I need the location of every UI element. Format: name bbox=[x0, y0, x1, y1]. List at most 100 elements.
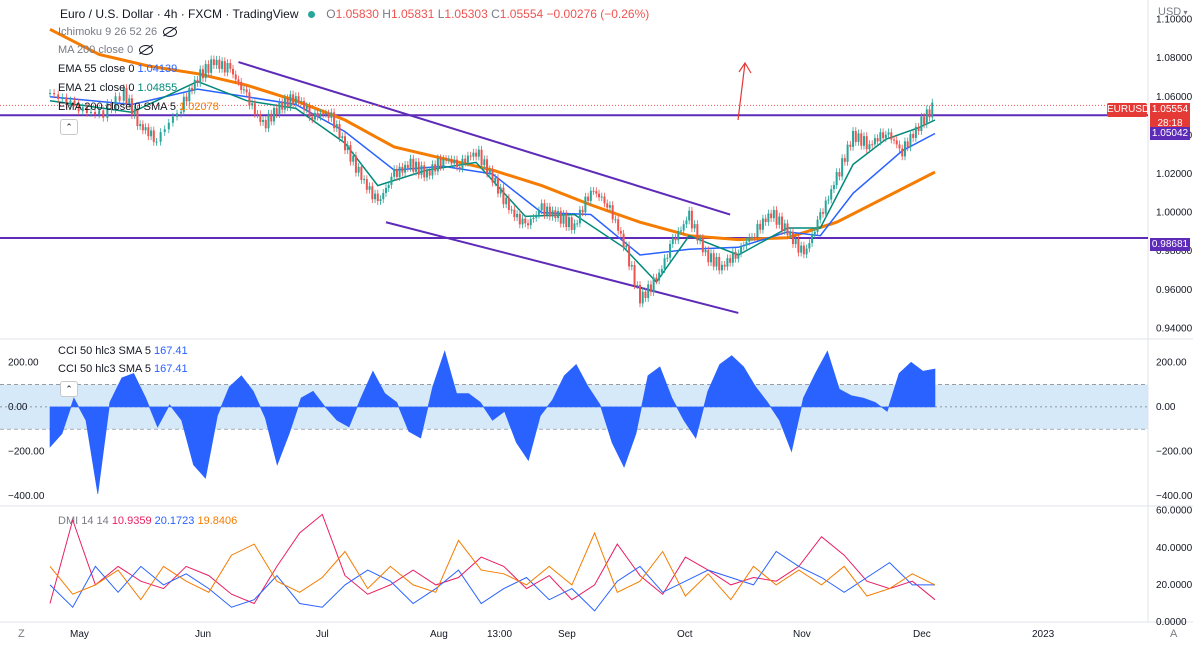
legend-dmi-label: DMI 14 14 bbox=[58, 515, 109, 527]
collapse-legend-button[interactable]: ⌃ bbox=[60, 119, 78, 135]
candle-body bbox=[860, 133, 863, 146]
eye-hidden-icon[interactable] bbox=[163, 27, 178, 38]
legend-ema55[interactable]: EMA 55 close 0 1.04139 bbox=[58, 63, 177, 75]
candle-body bbox=[106, 103, 109, 118]
candle-body bbox=[110, 103, 113, 110]
candle-body bbox=[445, 158, 448, 160]
legend-dmi[interactable]: DMI 14 14 10.9359 20.1723 19.8406 bbox=[58, 515, 237, 527]
candle-body bbox=[357, 166, 360, 173]
candle-body bbox=[606, 203, 609, 208]
x-tick-label: Dec bbox=[913, 629, 931, 640]
candle-body bbox=[592, 190, 595, 192]
candle-body bbox=[865, 136, 868, 150]
legend-ichimoku[interactable]: Ichimoku 9 26 52 26 bbox=[58, 26, 178, 38]
candle-body bbox=[914, 126, 917, 138]
legend-cci-1[interactable]: CCI 50 hlc3 SMA 5 167.41 bbox=[58, 345, 188, 357]
candle-body bbox=[920, 116, 923, 132]
legend-ema21[interactable]: EMA 21 close 0 1.04855 bbox=[58, 82, 177, 94]
candle-body bbox=[488, 169, 491, 174]
candle-body bbox=[830, 189, 833, 200]
timezone-z-button[interactable]: Z bbox=[18, 628, 25, 640]
candle-body bbox=[581, 209, 584, 213]
legend-ema200[interactable]: EMA 200 close 0 SMA 5 1.02078 bbox=[58, 101, 219, 113]
candle-body bbox=[486, 159, 489, 174]
candle-body bbox=[641, 291, 644, 304]
candle-body bbox=[176, 113, 179, 117]
y-tick-label: 0.98000 bbox=[1156, 246, 1193, 257]
ohlc-h: 1.05831 bbox=[390, 7, 435, 21]
collapse-cci-legend-button[interactable]: ⌃ bbox=[60, 381, 78, 397]
cci-y-tick-label: −400.00 bbox=[1156, 491, 1193, 502]
eye-hidden-icon[interactable] bbox=[139, 45, 154, 56]
candle-body bbox=[925, 109, 928, 125]
candle-body bbox=[185, 96, 188, 102]
candle-body bbox=[756, 223, 759, 238]
legend-cci-1-label: CCI 50 hlc3 SMA 5 bbox=[58, 345, 151, 357]
legend-ma200[interactable]: MA 200 close 0 bbox=[58, 44, 154, 56]
auto-scale-button[interactable]: A bbox=[1170, 628, 1178, 640]
ema21-line bbox=[49, 80, 936, 284]
candle-body bbox=[155, 141, 158, 143]
candle-body bbox=[573, 223, 576, 230]
candle-body bbox=[666, 257, 669, 259]
cci-y-tick-label: 0.00 bbox=[1156, 402, 1176, 413]
candle-body bbox=[128, 98, 131, 104]
candle-body bbox=[94, 112, 97, 115]
candle-body bbox=[130, 98, 133, 116]
candle-body bbox=[180, 111, 183, 114]
symbol-title[interactable]: Euro / U.S. Dollar · 4h · FXCM · Trading… bbox=[60, 7, 299, 21]
cci-y-tick-label: 200.00 bbox=[1156, 357, 1187, 368]
candle-body bbox=[682, 224, 685, 231]
candle-body bbox=[61, 97, 64, 100]
candle-body bbox=[259, 114, 262, 122]
candle-body bbox=[677, 230, 680, 241]
currency-label[interactable]: USD ▾ bbox=[1158, 6, 1188, 18]
cci-y-tick-label: −200.00 bbox=[1156, 446, 1193, 457]
candle-body bbox=[822, 212, 825, 214]
candle-body bbox=[630, 264, 633, 267]
legend-ema21-label: EMA 21 close 0 bbox=[58, 82, 135, 94]
legend-cci-2[interactable]: CCI 50 hlc3 SMA 5 167.41 bbox=[58, 363, 188, 375]
candle-body bbox=[319, 113, 322, 117]
candle-body bbox=[201, 69, 204, 79]
candle-body bbox=[674, 237, 677, 241]
candle-body bbox=[305, 106, 308, 110]
candle-body bbox=[923, 116, 926, 125]
candle-body bbox=[139, 124, 142, 127]
candle-body bbox=[603, 196, 606, 204]
candle-body bbox=[554, 210, 557, 219]
level-badge-lower: 0.98681 bbox=[1150, 238, 1190, 251]
candle-body bbox=[800, 245, 803, 253]
annotation-arrow-head bbox=[738, 61, 752, 74]
candle-body bbox=[398, 166, 401, 177]
candle-body bbox=[150, 130, 153, 137]
candle-body bbox=[294, 96, 297, 105]
candle-body bbox=[303, 101, 306, 110]
candle-body bbox=[783, 223, 786, 231]
candle-body bbox=[587, 196, 590, 201]
x-tick-label: Jun bbox=[195, 629, 211, 640]
cci-left-tick-label: 200.00 bbox=[8, 357, 39, 368]
last-price-badge[interactable]: 1.05554 28:18 bbox=[1150, 103, 1190, 131]
candle-body bbox=[466, 155, 469, 163]
candle-body bbox=[543, 203, 546, 216]
candle-body bbox=[813, 231, 816, 235]
candle-body bbox=[761, 218, 764, 230]
x-tick-label: May bbox=[70, 629, 89, 640]
candle-body bbox=[767, 213, 770, 223]
candle-body bbox=[772, 210, 775, 219]
candle-body bbox=[871, 144, 874, 146]
candle-body bbox=[393, 168, 396, 177]
candle-body bbox=[775, 210, 778, 225]
cci-area bbox=[49, 350, 936, 494]
candle-body bbox=[311, 117, 314, 120]
candle-body bbox=[349, 145, 352, 162]
legend-ema200-label: EMA 200 close 0 SMA 5 bbox=[58, 101, 177, 113]
bar-countdown: 28:18 bbox=[1157, 118, 1183, 129]
level-badge-upper: 1.05042 bbox=[1150, 127, 1190, 140]
candle-body bbox=[567, 217, 570, 228]
currency-text: USD bbox=[1158, 6, 1182, 18]
candle-body bbox=[614, 219, 617, 221]
annotation-arrow bbox=[737, 62, 746, 121]
